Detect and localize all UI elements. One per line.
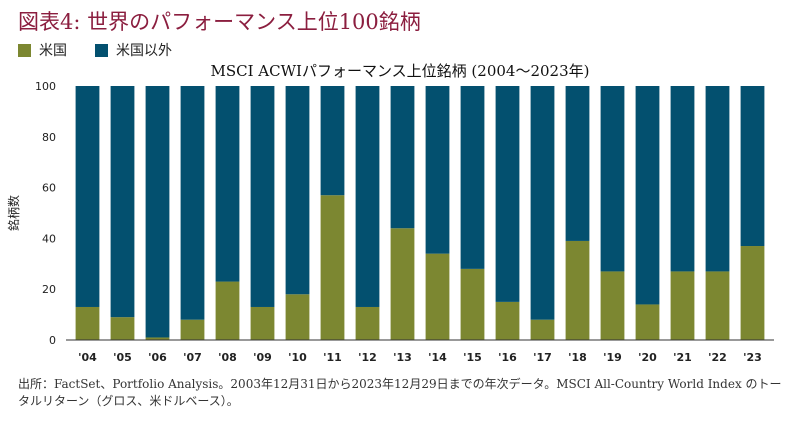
x-tick-label: '13 [393,351,412,364]
bar-non-us [460,86,485,269]
bar-non-us [215,86,240,282]
bar-us [460,268,485,340]
bar-non-us [705,86,730,272]
x-tick-label: '08 [218,351,237,364]
x-tick-label: '12 [358,351,377,364]
bar-us [670,271,695,340]
legend-swatch-us [18,43,31,57]
x-tick-label: '06 [148,351,167,364]
bar-us [215,281,240,340]
x-tick-label: '23 [743,351,762,364]
y-tick-label: 0 [49,334,56,347]
y-tick-label: 100 [35,80,56,93]
bar-non-us [635,86,660,305]
x-tick-label: '14 [428,351,447,364]
x-tick-label: '22 [708,351,727,364]
x-tick-label: '05 [113,351,132,364]
bar-us [390,228,415,340]
y-tick-label: 20 [42,283,56,296]
figure-title: 図表4: 世界のパフォーマンス上位100銘柄 [18,10,421,34]
bar-us [530,319,555,340]
bar-non-us [250,86,275,307]
x-tick-label: '16 [498,351,517,364]
chart-title: MSCI ACWIパフォーマンス上位銘柄 (2004〜2023年) [210,62,590,80]
x-tick-label: '11 [323,351,342,364]
bar-non-us [110,86,135,318]
bar-non-us [740,86,765,247]
x-tick-label: '10 [288,351,307,364]
bar-us [600,271,625,340]
source-note: 出所：FactSet、Portfolio Analysis。2003年12月31… [18,377,782,408]
legend-item-us: 米国 [18,40,67,60]
bar-non-us [320,86,345,196]
bar-us [565,240,590,340]
bar-us [740,246,765,340]
x-tick-label: '17 [533,351,552,364]
legend-label-non-us: 米国以外 [116,43,172,59]
bar-non-us [75,86,100,307]
legend-label-us: 米国 [39,43,67,59]
stacked-bar-chart: 0 20 40 60 80 100 銘柄数 '04 '05 '06 '07 '08 '09 '10 '11 '… [6,80,774,364]
x-tick-label: '18 [568,351,587,364]
bar-non-us [495,86,520,302]
y-tick-label: 40 [42,232,56,245]
bar-us [635,304,660,340]
bar-us [705,271,730,340]
bar-us [320,195,345,340]
bar-non-us [670,86,695,272]
x-tick-label: '21 [673,351,692,364]
bar-non-us [425,86,450,254]
x-tick-label: '15 [463,351,482,364]
bar-non-us [390,86,415,229]
bar-us [355,306,380,340]
bar-non-us [180,86,205,320]
bar-us [110,317,135,340]
legend: 米国 米国以外 [18,40,172,60]
x-tick-label: '07 [183,351,202,364]
y-axis-label: 銘柄数 [6,195,21,231]
bar-us [180,319,205,340]
bar-non-us [355,86,380,307]
y-tick-label: 80 [42,131,56,144]
bar-us [495,301,520,340]
y-tick-label: 60 [42,182,56,195]
bar-non-us [285,86,310,295]
bar-non-us [145,86,170,338]
bar-us [285,294,310,340]
bar-non-us [600,86,625,272]
bar-us [250,306,275,340]
bar-non-us [565,86,590,241]
bar-non-us [530,86,555,320]
bar-us [145,337,170,340]
bar-us [425,253,450,340]
x-tick-label: '04 [78,351,97,364]
x-tick-label: '09 [253,351,272,364]
legend-swatch-non-us [95,43,108,57]
x-tick-label: '20 [638,351,657,364]
x-tick-label: '19 [603,351,622,364]
bar-us [75,306,100,340]
legend-item-non-us: 米国以外 [95,40,172,60]
